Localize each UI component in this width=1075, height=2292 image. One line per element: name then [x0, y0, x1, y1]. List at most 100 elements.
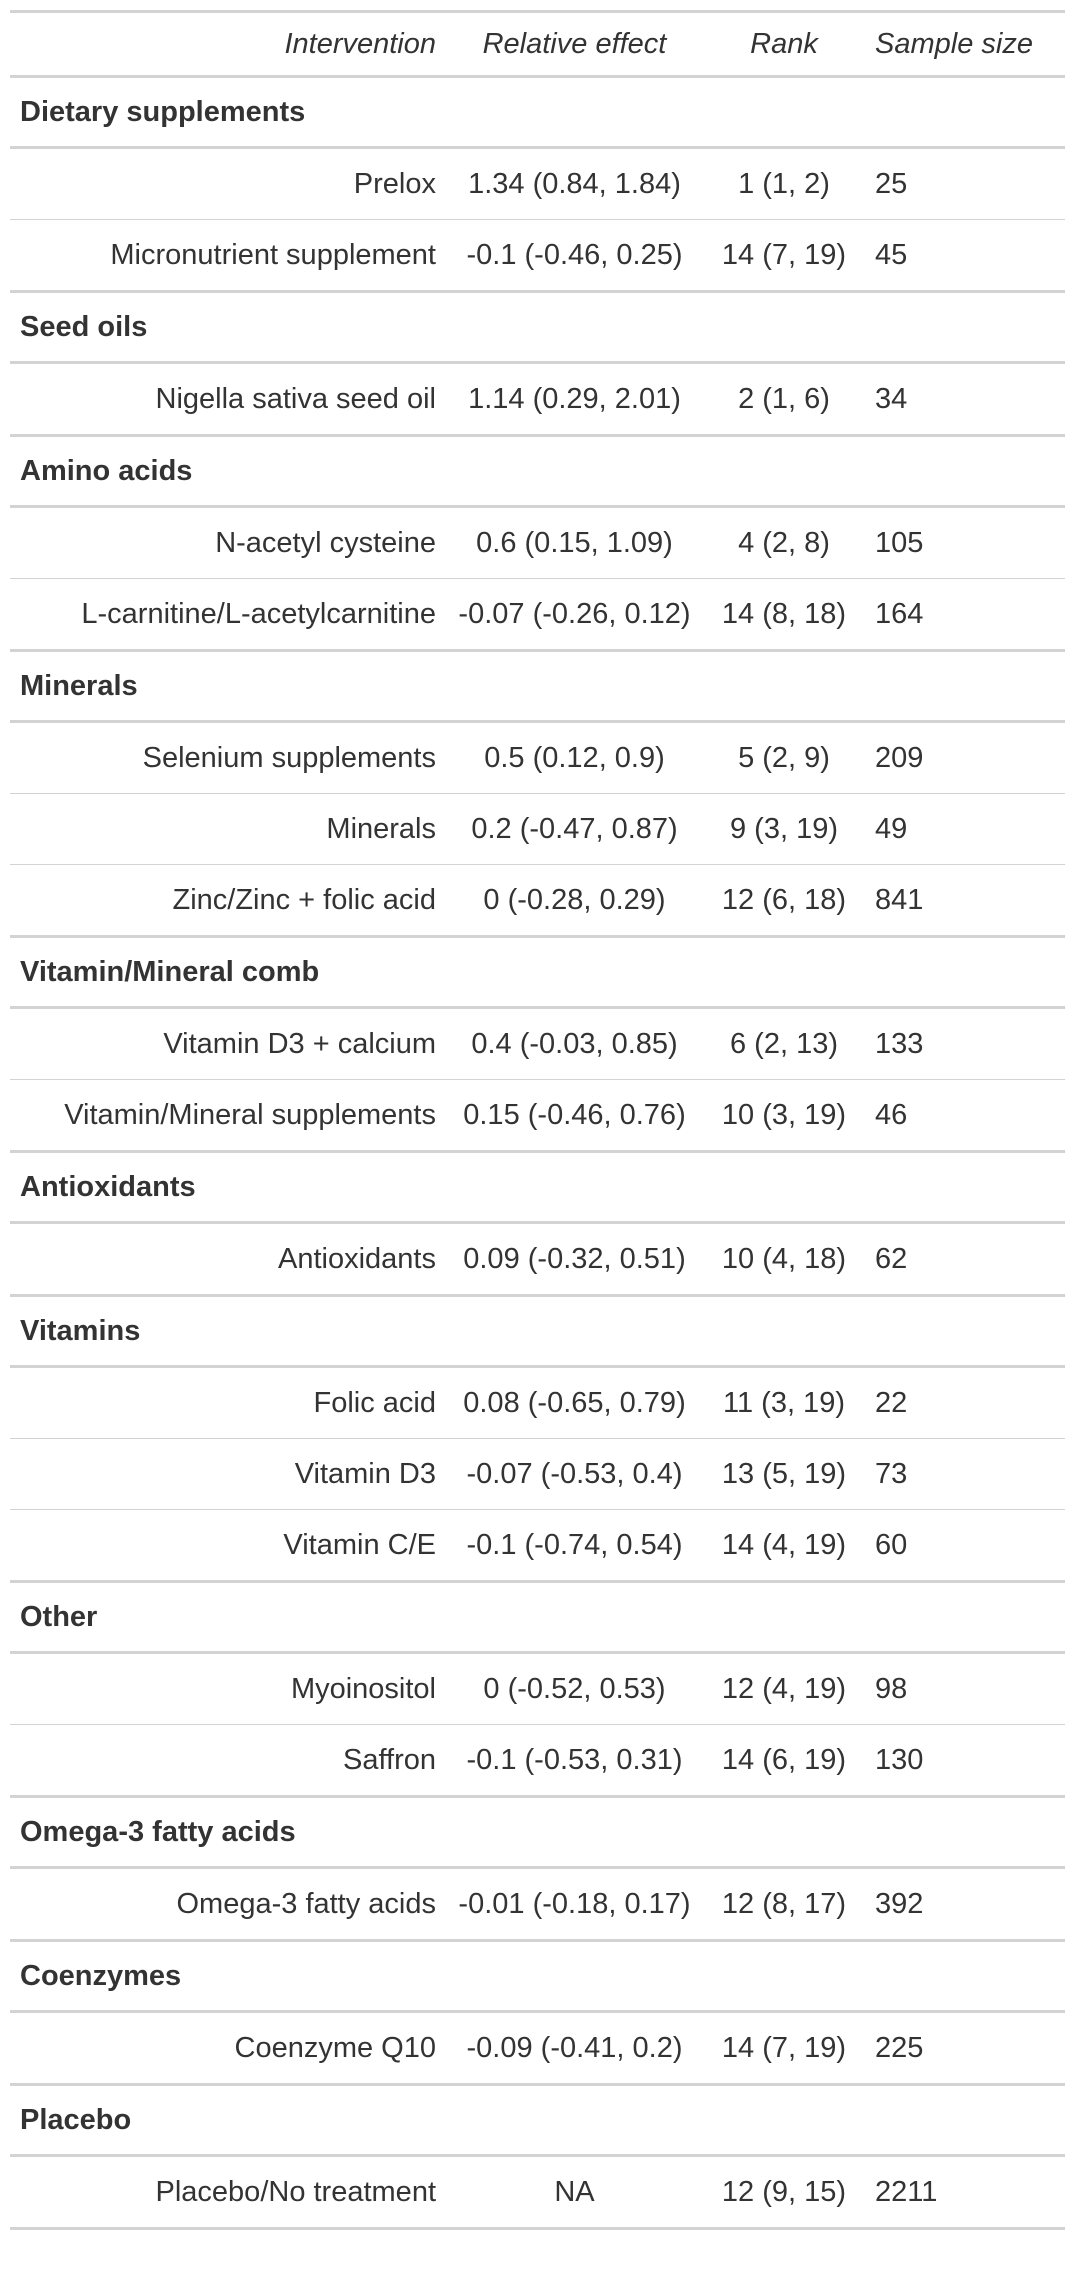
group-label: Antioxidants — [10, 1151, 1065, 1224]
header-sample-size: Sample size — [865, 13, 1065, 78]
rank-cell: 12 (6, 18) — [703, 864, 865, 938]
relative-effect-cell: 0.09 (-0.32, 0.51) — [446, 1222, 703, 1297]
relative-effect-cell: 0.15 (-0.46, 0.76) — [446, 1079, 703, 1153]
intervention-cell: L-carnitine/L-acetylcarnitine — [10, 578, 446, 652]
group-header-row: Placebo — [10, 2084, 1065, 2157]
group-header-row: Minerals — [10, 650, 1065, 723]
intervention-cell: N-acetyl cysteine — [10, 506, 446, 579]
sample-size-cell: 22 — [865, 1366, 1065, 1439]
sample-size-cell: 130 — [865, 1724, 1065, 1798]
rank-cell: 1 (1, 2) — [703, 147, 865, 220]
group-label: Vitamin/Mineral comb — [10, 936, 1065, 1009]
sample-size-cell: 133 — [865, 1007, 1065, 1080]
sample-size-cell: 225 — [865, 2011, 1065, 2086]
table-row: Vitamin/Mineral supplements 0.15 (-0.46, … — [10, 1079, 1065, 1153]
table-row: Omega-3 fatty acids -0.01 (-0.18, 0.17) 12… — [10, 1867, 1065, 1942]
group-label: Minerals — [10, 650, 1065, 723]
relative-effect-cell: -0.07 (-0.53, 0.4) — [446, 1438, 703, 1510]
rank-cell: 14 (6, 19) — [703, 1724, 865, 1798]
relative-effect-cell: 0 (-0.28, 0.29) — [446, 864, 703, 938]
header-relative-effect: Relative effect — [446, 13, 703, 78]
intervention-cell: Selenium supplements — [10, 721, 446, 794]
sample-size-cell: 34 — [865, 362, 1065, 437]
relative-effect-cell: -0.09 (-0.41, 0.2) — [446, 2011, 703, 2086]
intervention-cell: Vitamin D3 — [10, 1438, 446, 1510]
intervention-cell: Zinc/Zinc + folic acid — [10, 864, 446, 938]
group-header-row: Other — [10, 1581, 1065, 1654]
intervention-cell: Myoinositol — [10, 1652, 446, 1725]
relative-effect-cell: -0.07 (-0.26, 0.12) — [446, 578, 703, 652]
group-label: Coenzymes — [10, 1940, 1065, 2013]
group-header-row: Amino acids — [10, 435, 1065, 508]
group-label: Vitamins — [10, 1295, 1065, 1368]
relative-effect-cell: 0.08 (-0.65, 0.79) — [446, 1366, 703, 1439]
results-table: Intervention Relative effect Rank Sample… — [10, 13, 1065, 2230]
sample-size-cell: 25 — [865, 147, 1065, 220]
table-row: Placebo/No treatment NA 12 (9, 15) 2211 — [10, 2155, 1065, 2230]
group-header-row: Omega-3 fatty acids — [10, 1796, 1065, 1869]
rank-cell: 6 (2, 13) — [703, 1007, 865, 1080]
table-row: Myoinositol 0 (-0.52, 0.53) 12 (4, 19) 98 — [10, 1652, 1065, 1725]
rank-cell: 9 (3, 19) — [703, 793, 865, 865]
relative-effect-cell: 0 (-0.52, 0.53) — [446, 1652, 703, 1725]
sample-size-cell: 392 — [865, 1867, 1065, 1942]
header-row: Intervention Relative effect Rank Sample… — [10, 13, 1065, 78]
table-body: Dietary supplements Prelox 1.34 (0.84, 1.8… — [10, 76, 1065, 2230]
sample-size-cell: 49 — [865, 793, 1065, 865]
group-header-row: Vitamin/Mineral comb — [10, 936, 1065, 1009]
intervention-cell: Minerals — [10, 793, 446, 865]
sample-size-cell: 841 — [865, 864, 1065, 938]
table-row: Vitamin D3 -0.07 (-0.53, 0.4) 13 (5, 19) 73 — [10, 1438, 1065, 1510]
table-row: Selenium supplements 0.5 (0.12, 0.9) 5 (2,… — [10, 721, 1065, 794]
rank-cell: 14 (7, 19) — [703, 2011, 865, 2086]
intervention-cell: Placebo/No treatment — [10, 2155, 446, 2230]
intervention-cell: Vitamin D3 + calcium — [10, 1007, 446, 1080]
table-row: N-acetyl cysteine 0.6 (0.15, 1.09) 4 (2, 8… — [10, 506, 1065, 579]
group-header-row: Vitamins — [10, 1295, 1065, 1368]
sample-size-cell: 98 — [865, 1652, 1065, 1725]
sample-size-cell: 46 — [865, 1079, 1065, 1153]
relative-effect-cell: 0.2 (-0.47, 0.87) — [446, 793, 703, 865]
rank-cell: 10 (3, 19) — [703, 1079, 865, 1153]
table-row: Vitamin D3 + calcium 0.4 (-0.03, 0.85) 6 (… — [10, 1007, 1065, 1080]
sample-size-cell: 62 — [865, 1222, 1065, 1297]
rank-cell: 11 (3, 19) — [703, 1366, 865, 1439]
results-table-container: Intervention Relative effect Rank Sample… — [10, 10, 1065, 2230]
sample-size-cell: 2211 — [865, 2155, 1065, 2230]
table-row: Minerals 0.2 (-0.47, 0.87) 9 (3, 19) 49 — [10, 793, 1065, 865]
group-header-row: Seed oils — [10, 291, 1065, 364]
table-header: Intervention Relative effect Rank Sample… — [10, 13, 1065, 78]
sample-size-cell: 105 — [865, 506, 1065, 579]
table-row: Antioxidants 0.09 (-0.32, 0.51) 10 (4, 18)… — [10, 1222, 1065, 1297]
relative-effect-cell: -0.01 (-0.18, 0.17) — [446, 1867, 703, 1942]
intervention-cell: Nigella sativa seed oil — [10, 362, 446, 437]
table-row: Coenzyme Q10 -0.09 (-0.41, 0.2) 14 (7, 19)… — [10, 2011, 1065, 2086]
group-label: Seed oils — [10, 291, 1065, 364]
group-header-row: Antioxidants — [10, 1151, 1065, 1224]
relative-effect-cell: 1.14 (0.29, 2.01) — [446, 362, 703, 437]
table-row: Prelox 1.34 (0.84, 1.84) 1 (1, 2) 25 — [10, 147, 1065, 220]
rank-cell: 13 (5, 19) — [703, 1438, 865, 1510]
rank-cell: 14 (8, 18) — [703, 578, 865, 652]
table-row: Zinc/Zinc + folic acid 0 (-0.28, 0.29) 12 … — [10, 864, 1065, 938]
sample-size-cell: 164 — [865, 578, 1065, 652]
relative-effect-cell: -0.1 (-0.53, 0.31) — [446, 1724, 703, 1798]
relative-effect-cell: 0.4 (-0.03, 0.85) — [446, 1007, 703, 1080]
sample-size-cell: 73 — [865, 1438, 1065, 1510]
group-label: Omega-3 fatty acids — [10, 1796, 1065, 1869]
group-label: Amino acids — [10, 435, 1065, 508]
intervention-cell: Saffron — [10, 1724, 446, 1798]
group-label: Placebo — [10, 2084, 1065, 2157]
table-row: Saffron -0.1 (-0.53, 0.31) 14 (6, 19) 130 — [10, 1724, 1065, 1798]
table-row: Nigella sativa seed oil 1.14 (0.29, 2.01)… — [10, 362, 1065, 437]
rank-cell: 12 (4, 19) — [703, 1652, 865, 1725]
rank-cell: 14 (7, 19) — [703, 219, 865, 293]
table-row: Vitamin C/E -0.1 (-0.74, 0.54) 14 (4, 19) 6… — [10, 1509, 1065, 1583]
intervention-cell: Vitamin C/E — [10, 1509, 446, 1583]
intervention-cell: Folic acid — [10, 1366, 446, 1439]
intervention-cell: Omega-3 fatty acids — [10, 1867, 446, 1942]
rank-cell: 12 (8, 17) — [703, 1867, 865, 1942]
relative-effect-cell: -0.1 (-0.74, 0.54) — [446, 1509, 703, 1583]
table-row: Micronutrient supplement -0.1 (-0.46, 0.2… — [10, 219, 1065, 293]
group-label: Dietary supplements — [10, 76, 1065, 149]
